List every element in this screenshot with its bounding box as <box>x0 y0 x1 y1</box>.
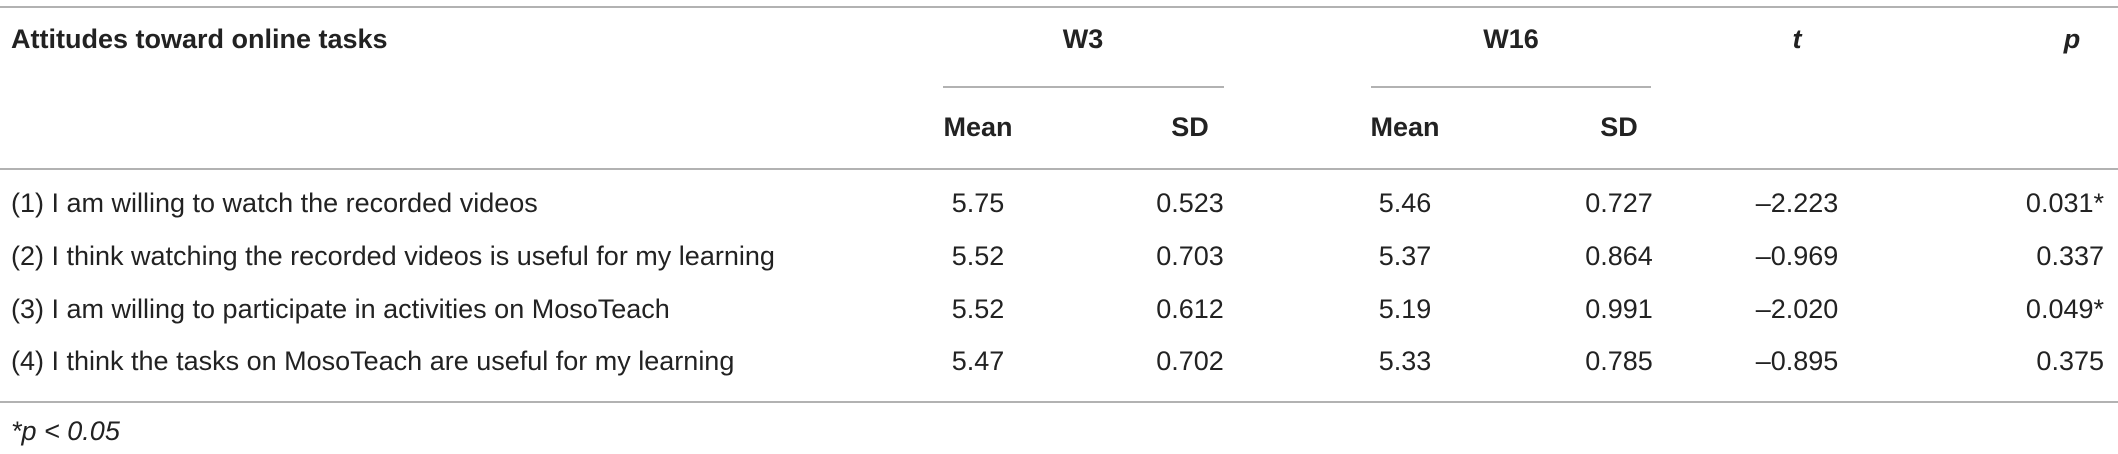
cell-sd: 0.703 <box>1156 241 1224 271</box>
sub-header: Mean <box>943 112 1012 142</box>
row-label: (1) I am willing to watch the recorded v… <box>11 188 538 218</box>
cell-mean: 5.75 <box>952 188 1005 218</box>
cell-p: 0.049* <box>2026 294 2105 324</box>
cell-sd: 0.702 <box>1156 346 1224 376</box>
row-label: (4) I think the tasks on MosoTeach are u… <box>11 346 734 376</box>
cell-mean: 5.19 <box>1379 294 1432 324</box>
cell-sd: 0.785 <box>1585 346 1653 376</box>
cell-mean: 5.47 <box>952 346 1005 376</box>
cell-sd: 0.727 <box>1585 188 1653 218</box>
footnote: *p < 0.05 <box>11 416 121 446</box>
cell-mean: 5.33 <box>1379 346 1432 376</box>
cell-mean: 5.37 <box>1379 241 1432 271</box>
cell-mean: 5.46 <box>1379 188 1432 218</box>
cell-t: –0.969 <box>1756 241 1839 271</box>
cell-sd: 0.612 <box>1156 294 1224 324</box>
cell-sd: 0.991 <box>1585 294 1653 324</box>
header-title: Attitudes toward online tasks <box>11 24 388 54</box>
sub-header: Mean <box>1370 112 1439 142</box>
cell-mean: 5.52 <box>952 241 1005 271</box>
cell-p: 0.337 <box>2036 241 2104 271</box>
cell-t: –2.223 <box>1756 188 1839 218</box>
sub-header: SD <box>1171 112 1209 142</box>
group-header: W3 <box>1063 24 1104 54</box>
p-header: p <box>2063 24 2081 54</box>
cell-mean: 5.52 <box>952 294 1005 324</box>
cell-sd: 0.864 <box>1585 241 1653 271</box>
cell-t: –2.020 <box>1756 294 1839 324</box>
cell-p: 0.031* <box>2026 188 2105 218</box>
sub-header: SD <box>1600 112 1638 142</box>
cell-sd: 0.523 <box>1156 188 1224 218</box>
row-label: (2) I think watching the recorded videos… <box>11 241 775 271</box>
t-header: t <box>1793 24 1803 54</box>
cell-t: –0.895 <box>1756 346 1839 376</box>
cell-p: 0.375 <box>2036 346 2104 376</box>
row-label: (3) I am willing to participate in activ… <box>11 294 670 324</box>
group-header: W16 <box>1483 24 1539 54</box>
